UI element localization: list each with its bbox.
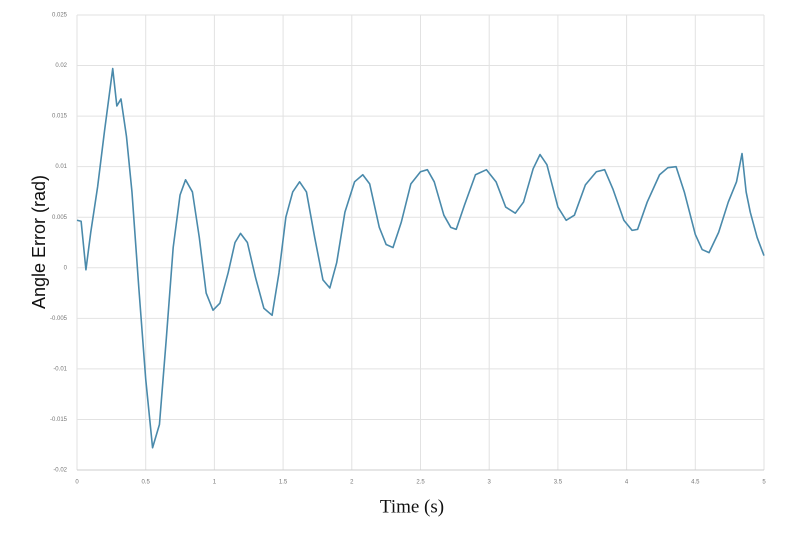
- x-tick-label: 3: [488, 480, 492, 486]
- y-tick-label: -0.005: [50, 316, 68, 322]
- x-tick-label: 4.5: [691, 480, 700, 486]
- x-tick-label: 2: [350, 480, 354, 486]
- x-tick-label: 2.5: [416, 480, 425, 486]
- y-tick-label: -0.01: [53, 366, 67, 372]
- y-tick-label: 0.005: [52, 215, 68, 221]
- x-tick-label: 1.5: [279, 480, 288, 486]
- x-tick-label: 0.5: [142, 480, 151, 486]
- y-tick-label: 0.015: [52, 114, 68, 120]
- y-axis-label: Angle Error (rad): [29, 175, 49, 309]
- y-tick-label: 0.01: [55, 164, 67, 170]
- y-tick-label: 0.025: [52, 13, 68, 19]
- data-line: [76, 67, 765, 449]
- x-tick-label: 5: [762, 480, 766, 486]
- x-tick-label: 3.5: [554, 480, 563, 486]
- y-tick-label: 0: [64, 265, 68, 271]
- y-tick-label: 0.02: [55, 63, 67, 69]
- y-tick-label: -0.015: [50, 417, 68, 423]
- x-tick-label: 4: [625, 480, 629, 486]
- x-tick-label: 1: [213, 480, 217, 486]
- y-tick-label: -0.02: [53, 468, 67, 474]
- x-axis-label: Time (s): [380, 496, 444, 517]
- x-tick-label: 0: [75, 480, 79, 486]
